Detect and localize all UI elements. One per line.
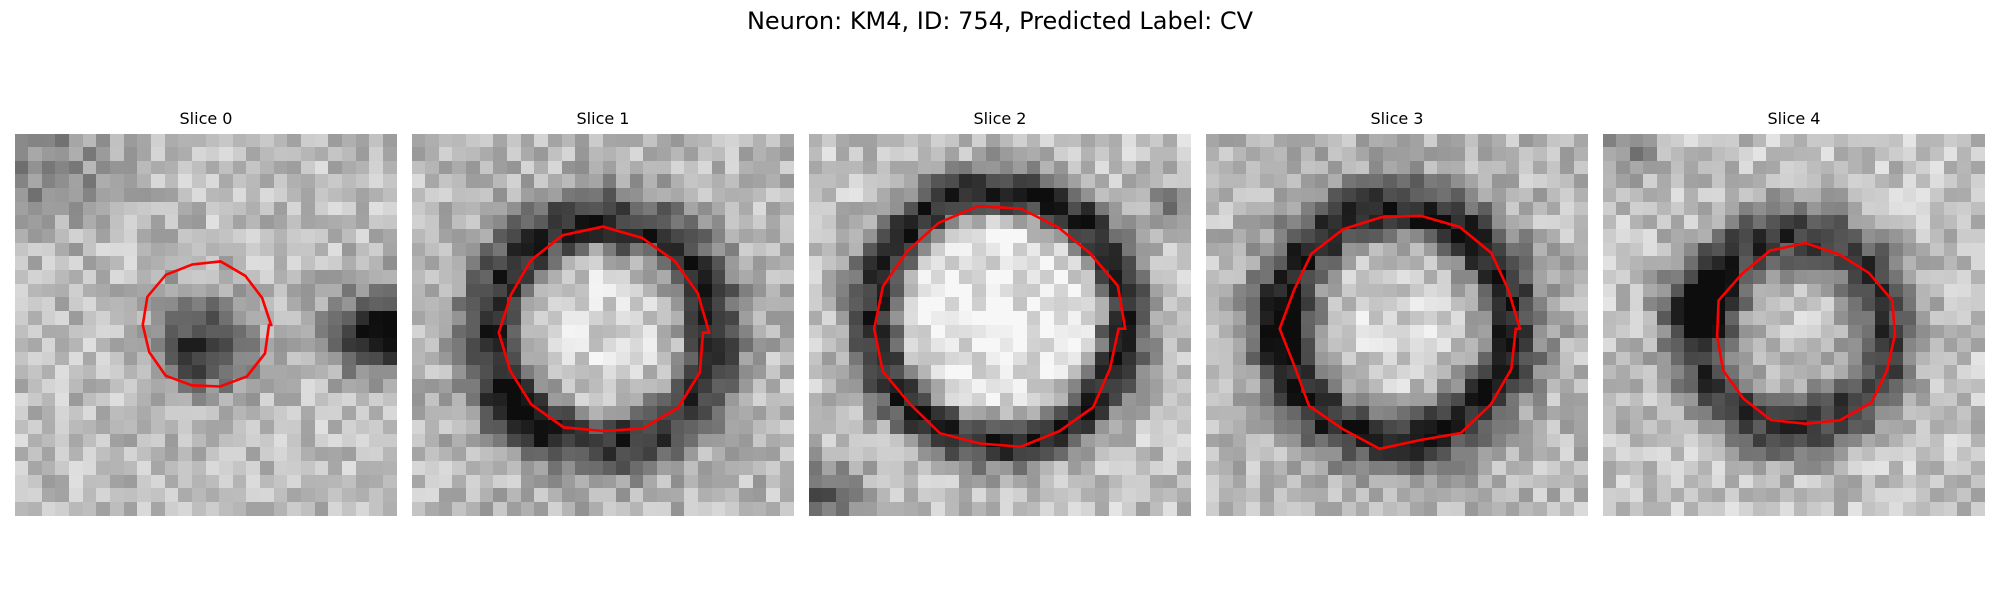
slice-title: Slice 1	[576, 109, 630, 128]
slice-title: Slice 2	[973, 109, 1027, 128]
figure-title: Neuron: KM4, ID: 754, Predicted Label: C…	[746, 7, 1254, 35]
slice-image	[412, 134, 794, 516]
slice-image	[1603, 134, 1985, 516]
slice-title: Slice 4	[1767, 109, 1821, 128]
slice-panel-2: Slice 2	[809, 108, 1191, 516]
slice-image	[809, 134, 1191, 516]
slice-panel-0: Slice 0	[15, 108, 397, 516]
slice-panel-4: Slice 4	[1603, 108, 1985, 516]
slice-title: Slice 0	[179, 109, 233, 128]
slice-panel-3: Slice 3	[1206, 108, 1588, 516]
slice-panel-1: Slice 1	[412, 108, 794, 516]
slice-title: Slice 3	[1370, 109, 1424, 128]
slice-image	[1206, 134, 1588, 516]
slice-image	[15, 134, 397, 516]
